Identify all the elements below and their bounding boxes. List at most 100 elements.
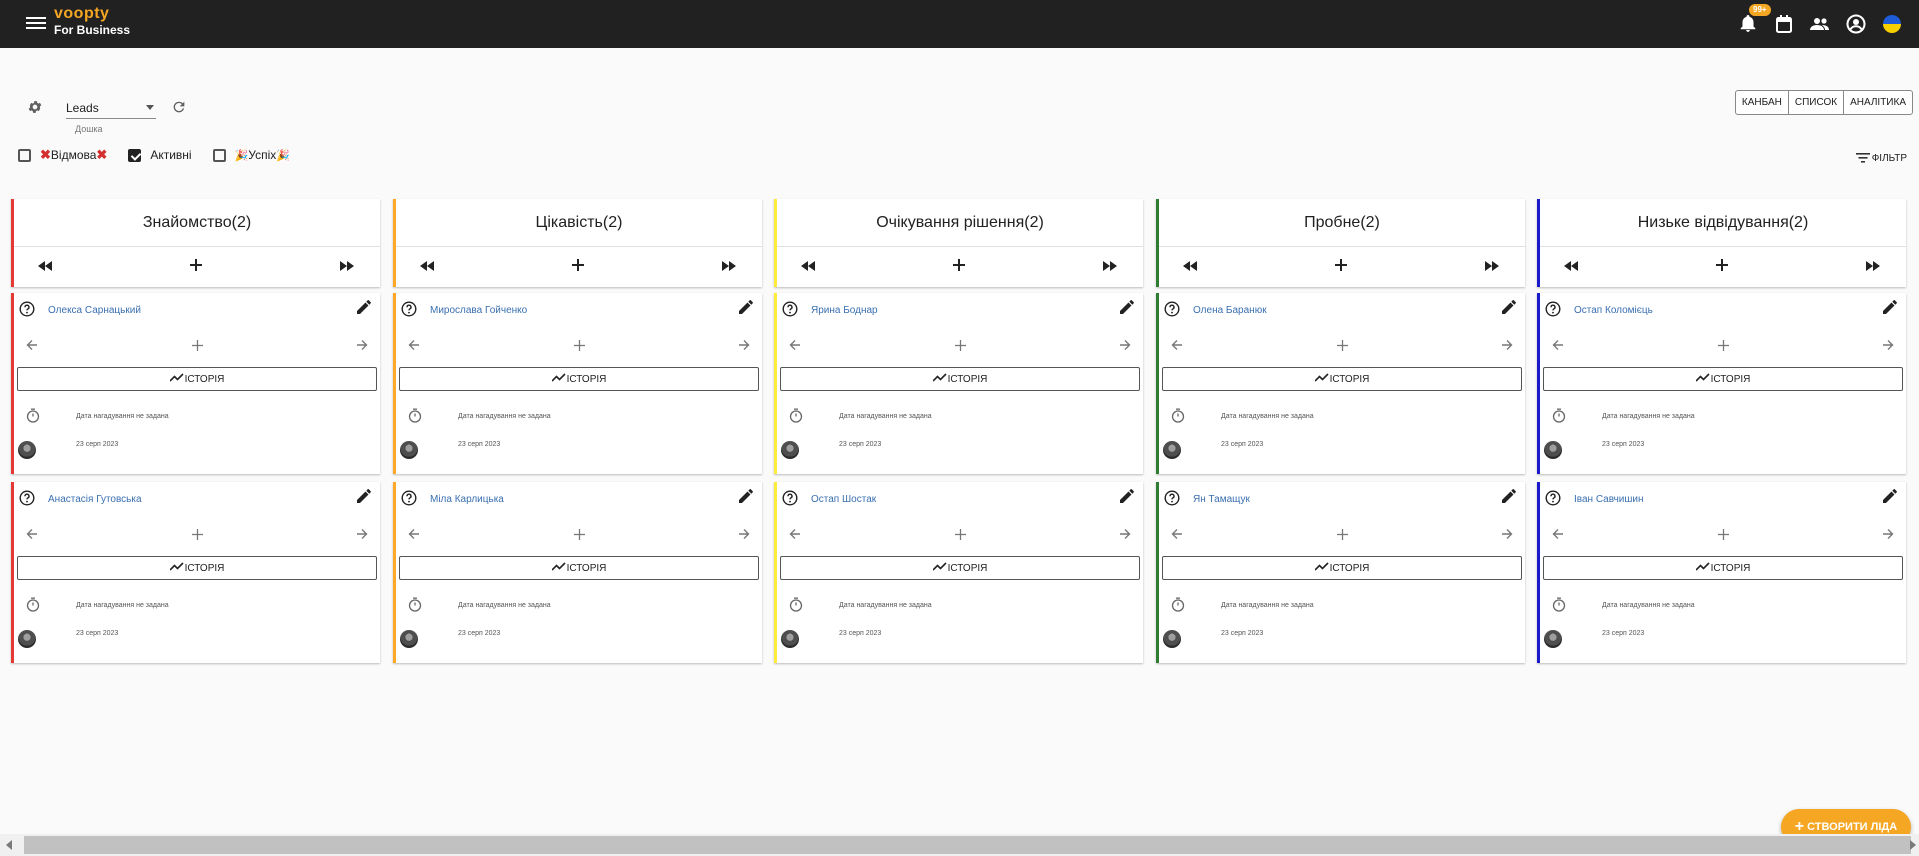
- avatar[interactable]: [18, 630, 36, 648]
- history-button[interactable]: ІСТОРІЯ: [780, 367, 1140, 391]
- lead-name[interactable]: Олена Баранюк: [1193, 305, 1267, 316]
- edit-pencil-icon[interactable]: [1502, 300, 1516, 319]
- move-right-arrow-icon[interactable]: [1501, 527, 1513, 545]
- board-settings-gear-icon[interactable]: [27, 99, 43, 120]
- move-column-left-icon[interactable]: [1183, 258, 1197, 276]
- move-column-left-icon[interactable]: [38, 258, 52, 276]
- filter-button[interactable]: ФІЛЬТР: [1855, 152, 1907, 164]
- move-left-arrow-icon[interactable]: [26, 527, 38, 545]
- edit-pencil-icon[interactable]: [1120, 489, 1134, 508]
- add-plus-icon[interactable]: [954, 338, 966, 356]
- edit-pencil-icon[interactable]: [357, 489, 371, 508]
- lead-card[interactable]: Іван Савчишин ІСТОРІЯ Дата нагадування н…: [1537, 482, 1906, 663]
- lead-name[interactable]: Остап Шостак: [811, 494, 877, 505]
- lead-card[interactable]: Остап Шостак ІСТОРІЯ Дата нагадування не…: [774, 482, 1143, 663]
- history-button[interactable]: ІСТОРІЯ: [399, 556, 759, 580]
- move-column-right-icon[interactable]: [1103, 258, 1117, 276]
- avatar[interactable]: [1544, 441, 1562, 459]
- board-select[interactable]: Leads: [66, 97, 156, 119]
- active-checkbox[interactable]: [128, 148, 142, 162]
- move-column-right-icon[interactable]: [1485, 258, 1499, 276]
- add-card-icon[interactable]: [1716, 258, 1728, 276]
- add-plus-icon[interactable]: [573, 338, 585, 356]
- timer-icon[interactable]: [26, 597, 40, 617]
- lead-name[interactable]: Ярина Боднар: [811, 305, 878, 316]
- lead-card[interactable]: Олекса Сарнацький ІСТОРІЯ Дата нагадуван…: [11, 293, 380, 474]
- timer-icon[interactable]: [789, 408, 803, 428]
- lead-card[interactable]: Ян Тамащук ІСТОРІЯ Дата нагадування не з…: [1156, 482, 1525, 663]
- move-left-arrow-icon[interactable]: [408, 527, 420, 545]
- add-plus-icon[interactable]: [573, 527, 585, 545]
- help-icon[interactable]: [1164, 490, 1180, 511]
- help-icon[interactable]: [19, 301, 35, 322]
- lead-card[interactable]: Остап Коломієць ІСТОРІЯ Дата нагадування…: [1537, 293, 1906, 474]
- timer-icon[interactable]: [26, 408, 40, 428]
- history-button[interactable]: ІСТОРІЯ: [1162, 367, 1522, 391]
- view-analytics-button[interactable]: АНАЛІТИКА: [1850, 97, 1906, 108]
- history-button[interactable]: ІСТОРІЯ: [1543, 556, 1903, 580]
- move-column-left-icon[interactable]: [801, 258, 815, 276]
- lead-name[interactable]: Анастасія Гутовська: [48, 494, 142, 505]
- timer-icon[interactable]: [1171, 408, 1185, 428]
- lead-name[interactable]: Остап Коломієць: [1574, 305, 1653, 316]
- edit-pencil-icon[interactable]: [1502, 489, 1516, 508]
- notifications-bell-icon[interactable]: 99+: [1737, 4, 1771, 35]
- edit-pencil-icon[interactable]: [357, 300, 371, 319]
- language-flag-icon[interactable]: [1881, 13, 1903, 35]
- add-plus-icon[interactable]: [191, 338, 203, 356]
- history-button[interactable]: ІСТОРІЯ: [399, 367, 759, 391]
- edit-pencil-icon[interactable]: [1883, 300, 1897, 319]
- move-right-arrow-icon[interactable]: [1501, 338, 1513, 356]
- timer-icon[interactable]: [1171, 597, 1185, 617]
- move-right-arrow-icon[interactable]: [1119, 338, 1131, 356]
- help-icon[interactable]: [1164, 301, 1180, 322]
- lead-name[interactable]: Мирослава Гойченко: [430, 305, 528, 316]
- move-column-right-icon[interactable]: [722, 258, 736, 276]
- lead-card[interactable]: Олена Баранюк ІСТОРІЯ Дата нагадування н…: [1156, 293, 1525, 474]
- lead-name[interactable]: Іван Савчишин: [1574, 494, 1644, 505]
- help-icon[interactable]: [401, 301, 417, 322]
- filter-active[interactable]: Активні: [128, 148, 192, 162]
- lead-card[interactable]: Мирослава Гойченко ІСТОРІЯ Дата нагадува…: [393, 293, 762, 474]
- add-plus-icon[interactable]: [1717, 527, 1729, 545]
- add-card-icon[interactable]: [572, 258, 584, 276]
- help-icon[interactable]: [1545, 301, 1561, 322]
- move-left-arrow-icon[interactable]: [789, 338, 801, 356]
- scroll-left-arrow-icon[interactable]: [6, 840, 12, 850]
- move-right-arrow-icon[interactable]: [1119, 527, 1131, 545]
- history-button[interactable]: ІСТОРІЯ: [1543, 367, 1903, 391]
- add-plus-icon[interactable]: [1717, 338, 1729, 356]
- avatar[interactable]: [1163, 630, 1181, 648]
- timer-icon[interactable]: [408, 597, 422, 617]
- add-plus-icon[interactable]: [191, 527, 203, 545]
- move-left-arrow-icon[interactable]: [26, 338, 38, 356]
- avatar[interactable]: [18, 441, 36, 459]
- move-left-arrow-icon[interactable]: [1552, 527, 1564, 545]
- refresh-icon[interactable]: [171, 99, 187, 120]
- lead-card[interactable]: Ярина Боднар ІСТОРІЯ Дата нагадування не…: [774, 293, 1143, 474]
- lead-name[interactable]: Олекса Сарнацький: [48, 305, 141, 316]
- history-button[interactable]: ІСТОРІЯ: [780, 556, 1140, 580]
- success-checkbox[interactable]: [212, 148, 226, 162]
- refusal-checkbox[interactable]: [18, 148, 31, 162]
- history-button[interactable]: ІСТОРІЯ: [17, 367, 377, 391]
- help-icon[interactable]: [19, 490, 35, 511]
- move-left-arrow-icon[interactable]: [408, 338, 420, 356]
- move-column-left-icon[interactable]: [1564, 258, 1578, 276]
- history-button[interactable]: ІСТОРІЯ: [1162, 556, 1522, 580]
- filter-refusal[interactable]: ✖ Відмова ✖: [18, 147, 107, 163]
- move-right-arrow-icon[interactable]: [738, 527, 750, 545]
- add-plus-icon[interactable]: [1336, 527, 1348, 545]
- timer-icon[interactable]: [1552, 597, 1566, 617]
- add-card-icon[interactable]: [190, 258, 202, 276]
- timer-icon[interactable]: [408, 408, 422, 428]
- add-plus-icon[interactable]: [1336, 338, 1348, 356]
- calendar-icon[interactable]: [1773, 13, 1795, 35]
- move-right-arrow-icon[interactable]: [356, 527, 368, 545]
- move-left-arrow-icon[interactable]: [1552, 338, 1564, 356]
- move-right-arrow-icon[interactable]: [738, 338, 750, 356]
- avatar[interactable]: [400, 441, 418, 459]
- scroll-right-arrow-icon[interactable]: [1910, 840, 1916, 850]
- move-column-left-icon[interactable]: [420, 258, 434, 276]
- help-icon[interactable]: [1545, 490, 1561, 511]
